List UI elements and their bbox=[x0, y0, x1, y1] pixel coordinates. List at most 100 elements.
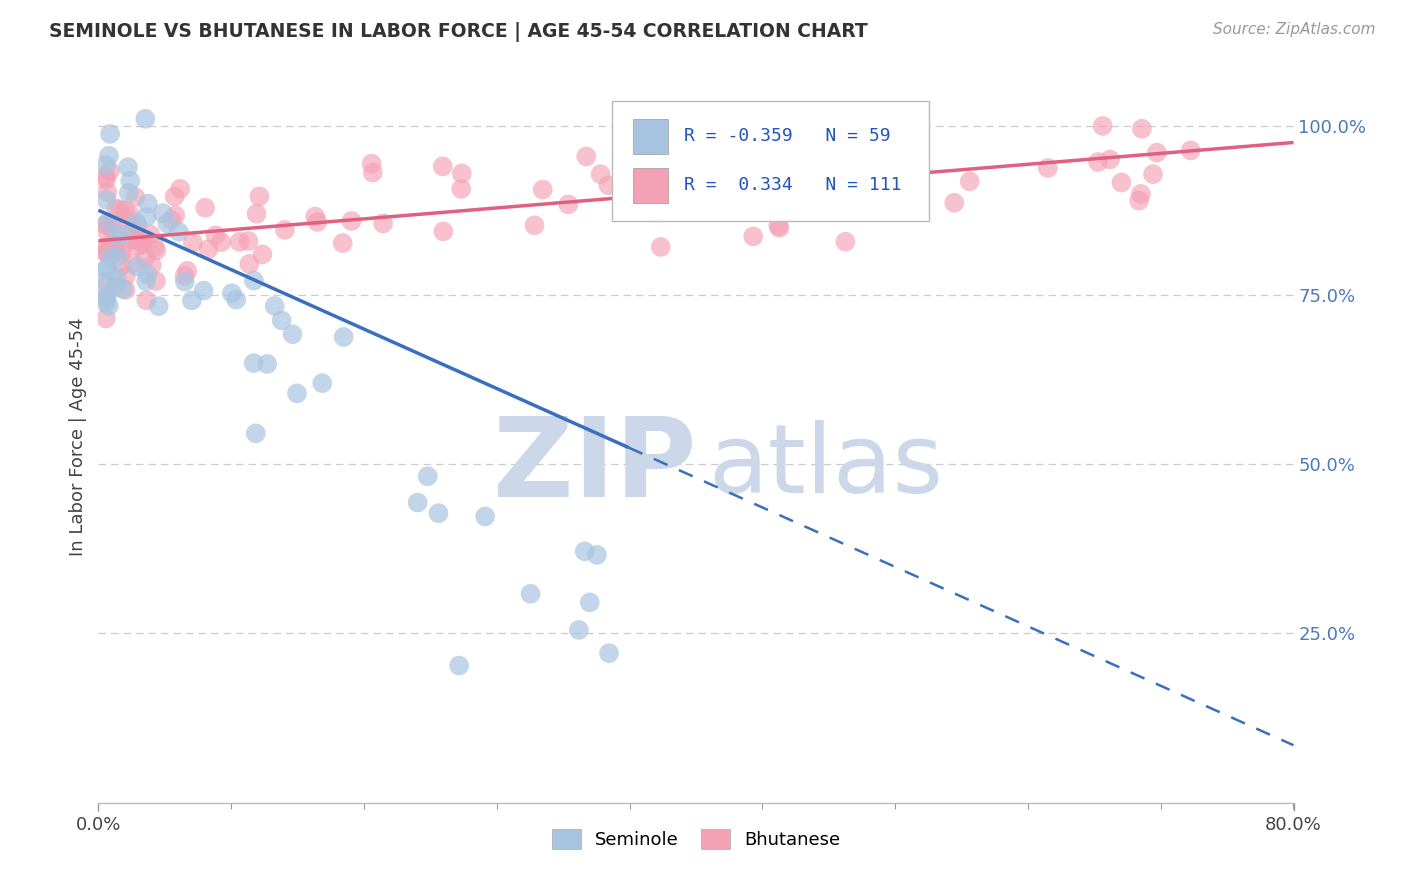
Point bbox=[152, 206, 174, 220]
Point bbox=[332, 330, 354, 344]
Point bbox=[361, 166, 384, 180]
Point bbox=[118, 186, 141, 200]
Point bbox=[167, 225, 190, 239]
Point bbox=[1180, 144, 1202, 158]
Point bbox=[721, 169, 744, 183]
Point bbox=[94, 169, 117, 184]
Point bbox=[675, 179, 697, 194]
Point bbox=[117, 214, 139, 228]
Point bbox=[586, 548, 609, 562]
Point bbox=[128, 238, 150, 252]
Y-axis label: In Labor Force | Age 45-54: In Labor Force | Age 45-54 bbox=[69, 318, 87, 557]
Point bbox=[519, 587, 541, 601]
Point bbox=[104, 239, 127, 253]
Point bbox=[97, 215, 120, 229]
Point bbox=[125, 215, 148, 229]
Point bbox=[163, 189, 186, 203]
Point bbox=[834, 235, 856, 249]
FancyBboxPatch shape bbox=[633, 168, 668, 203]
Point bbox=[94, 291, 117, 305]
Point bbox=[281, 327, 304, 342]
Text: R =  0.334   N = 111: R = 0.334 N = 111 bbox=[685, 177, 901, 194]
Point bbox=[1130, 121, 1153, 136]
Point bbox=[1128, 194, 1150, 208]
Point bbox=[120, 209, 142, 223]
Point bbox=[416, 469, 439, 483]
Point bbox=[575, 149, 598, 163]
Point bbox=[101, 217, 124, 231]
Point bbox=[145, 244, 167, 258]
Text: Source: ZipAtlas.com: Source: ZipAtlas.com bbox=[1212, 22, 1375, 37]
Point bbox=[768, 219, 790, 233]
Point bbox=[96, 185, 118, 199]
Point bbox=[340, 214, 363, 228]
Text: R = -0.359   N = 59: R = -0.359 N = 59 bbox=[685, 128, 890, 145]
Point bbox=[136, 267, 159, 281]
Point bbox=[176, 264, 198, 278]
Point bbox=[121, 232, 143, 246]
Point bbox=[94, 311, 117, 326]
Point bbox=[896, 135, 918, 149]
Point bbox=[94, 275, 117, 289]
Point bbox=[645, 205, 668, 219]
Point bbox=[96, 193, 118, 207]
Point bbox=[148, 299, 170, 313]
Point bbox=[131, 237, 153, 252]
Point bbox=[117, 160, 139, 174]
Point bbox=[111, 240, 134, 254]
Point bbox=[1091, 119, 1114, 133]
Point bbox=[943, 195, 966, 210]
Point bbox=[225, 293, 247, 307]
Point bbox=[145, 274, 167, 288]
Point bbox=[823, 164, 845, 178]
Point bbox=[360, 156, 382, 170]
Point bbox=[107, 250, 129, 264]
Point bbox=[789, 202, 811, 216]
Point bbox=[139, 227, 162, 242]
Point bbox=[245, 207, 267, 221]
Point bbox=[156, 216, 179, 230]
Point bbox=[1036, 161, 1059, 175]
Point bbox=[98, 149, 121, 163]
Point bbox=[127, 260, 149, 274]
Point bbox=[169, 182, 191, 196]
Point bbox=[165, 208, 187, 222]
Point bbox=[131, 235, 153, 249]
Point bbox=[97, 299, 120, 313]
Point bbox=[598, 646, 620, 660]
Point bbox=[523, 219, 546, 233]
Point bbox=[101, 223, 124, 237]
Point bbox=[120, 174, 142, 188]
Point bbox=[204, 228, 226, 243]
Point bbox=[427, 506, 450, 520]
Point bbox=[134, 112, 156, 126]
Point bbox=[114, 269, 136, 284]
Point bbox=[96, 288, 118, 302]
Point bbox=[134, 251, 156, 265]
Point bbox=[901, 140, 924, 154]
Point bbox=[683, 197, 706, 211]
Point bbox=[104, 244, 127, 258]
Point bbox=[959, 174, 981, 188]
Point bbox=[311, 376, 333, 391]
Point bbox=[578, 595, 600, 609]
Point bbox=[94, 279, 117, 293]
Point bbox=[598, 178, 620, 193]
Point bbox=[238, 234, 260, 248]
Point bbox=[141, 258, 163, 272]
Point bbox=[474, 509, 496, 524]
Point bbox=[256, 357, 278, 371]
Point bbox=[111, 245, 134, 260]
Point bbox=[110, 259, 132, 273]
Point bbox=[450, 182, 472, 196]
Point bbox=[238, 257, 260, 271]
Point bbox=[98, 127, 121, 141]
Point bbox=[1087, 155, 1109, 169]
Text: atlas: atlas bbox=[709, 420, 943, 513]
Point bbox=[1146, 145, 1168, 160]
Point bbox=[841, 169, 863, 184]
Text: SEMINOLE VS BHUTANESE IN LABOR FORCE | AGE 45-54 CORRELATION CHART: SEMINOLE VS BHUTANESE IN LABOR FORCE | A… bbox=[49, 22, 868, 42]
Point bbox=[818, 185, 841, 199]
Point bbox=[94, 244, 117, 259]
Point bbox=[650, 240, 672, 254]
